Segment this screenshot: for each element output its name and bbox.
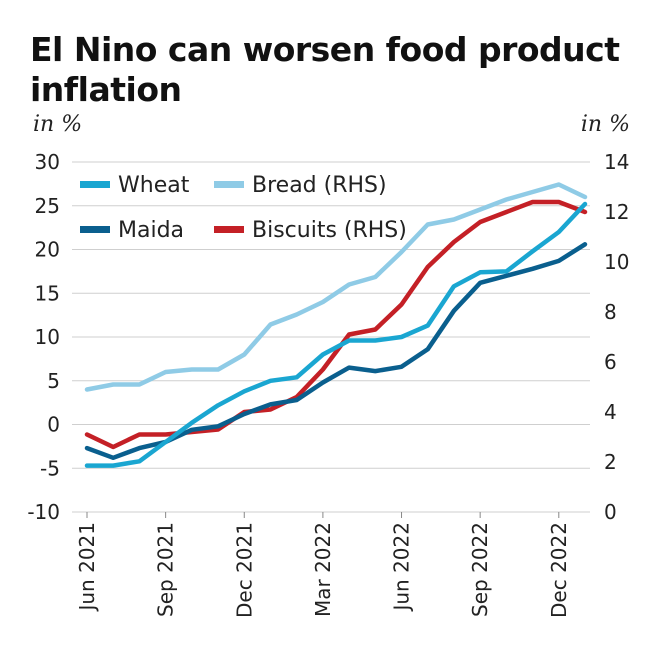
series-line-biscuits-rhs (84, 199, 588, 450)
legend-label-bread-rhs: Bread (RHS) (252, 173, 387, 198)
x-tick-label: Sep 2021 (154, 522, 178, 617)
x-tick-label: Dec 2022 (547, 522, 571, 618)
legend-swatch-maida (80, 226, 110, 233)
x-tick-label: Sep 2022 (468, 522, 492, 617)
y-right-tick-label: 6 (604, 350, 617, 374)
legend-label-biscuits-rhs: Biscuits (RHS) (252, 218, 407, 243)
y-right-tick-label: 8 (604, 300, 617, 324)
legend-swatch-wheat (80, 181, 110, 188)
y-left-tick-label: 25 (35, 194, 60, 218)
y-left-tick-label: 15 (35, 281, 60, 305)
legend-swatch-biscuits-rhs (214, 226, 244, 233)
y-left-tick-label: -10 (27, 500, 60, 524)
series-line-bread-rhs (84, 182, 588, 392)
y-right-tick-label: 4 (604, 400, 617, 424)
y-left-tick-label: 5 (47, 369, 60, 393)
y-right-tick-label: 14 (604, 150, 629, 174)
legend-label-maida: Maida (118, 218, 184, 243)
y-left-tick-label: 0 (47, 413, 60, 437)
x-tick-label: Jun 2022 (390, 522, 414, 613)
left-axis-ticks: -10 -5 0 5 10 15 20 25 30 (27, 150, 60, 524)
y-right-tick-label: 2 (604, 450, 617, 474)
x-tick-label: Jun 2021 (75, 522, 99, 613)
legend-label-wheat: Wheat (118, 173, 190, 198)
series-line-wheat (84, 201, 588, 468)
y-right-tick-label: 10 (604, 250, 629, 274)
x-axis-ticks: Jun 2021 Sep 2021 Dec 2021 Mar 2022 Jun 2022… (75, 512, 571, 618)
x-tick-label: Dec 2021 (232, 522, 256, 618)
x-tick-label: Mar 2022 (311, 522, 335, 617)
legend-swatch-bread-rhs (214, 181, 244, 188)
y-right-tick-label: 12 (604, 200, 629, 224)
y-left-tick-label: 10 (35, 325, 60, 349)
y-right-tick-label: 0 (604, 500, 617, 524)
grid-lines (72, 161, 590, 513)
y-left-tick-label: 30 (35, 150, 60, 174)
chart-title: El Nino can worsen food product inflatio… (30, 30, 620, 109)
right-axis-ticks: 0 2 4 6 8 10 12 14 (604, 150, 629, 524)
right-axis-unit: in % (580, 112, 630, 137)
left-axis-unit: in % (33, 112, 83, 137)
series-lines (84, 182, 588, 468)
y-left-tick-label: -5 (40, 456, 60, 480)
y-left-tick-label: 20 (35, 238, 60, 262)
legend: Wheat Maida Bread (RHS) Biscuits (RHS) (80, 173, 407, 243)
